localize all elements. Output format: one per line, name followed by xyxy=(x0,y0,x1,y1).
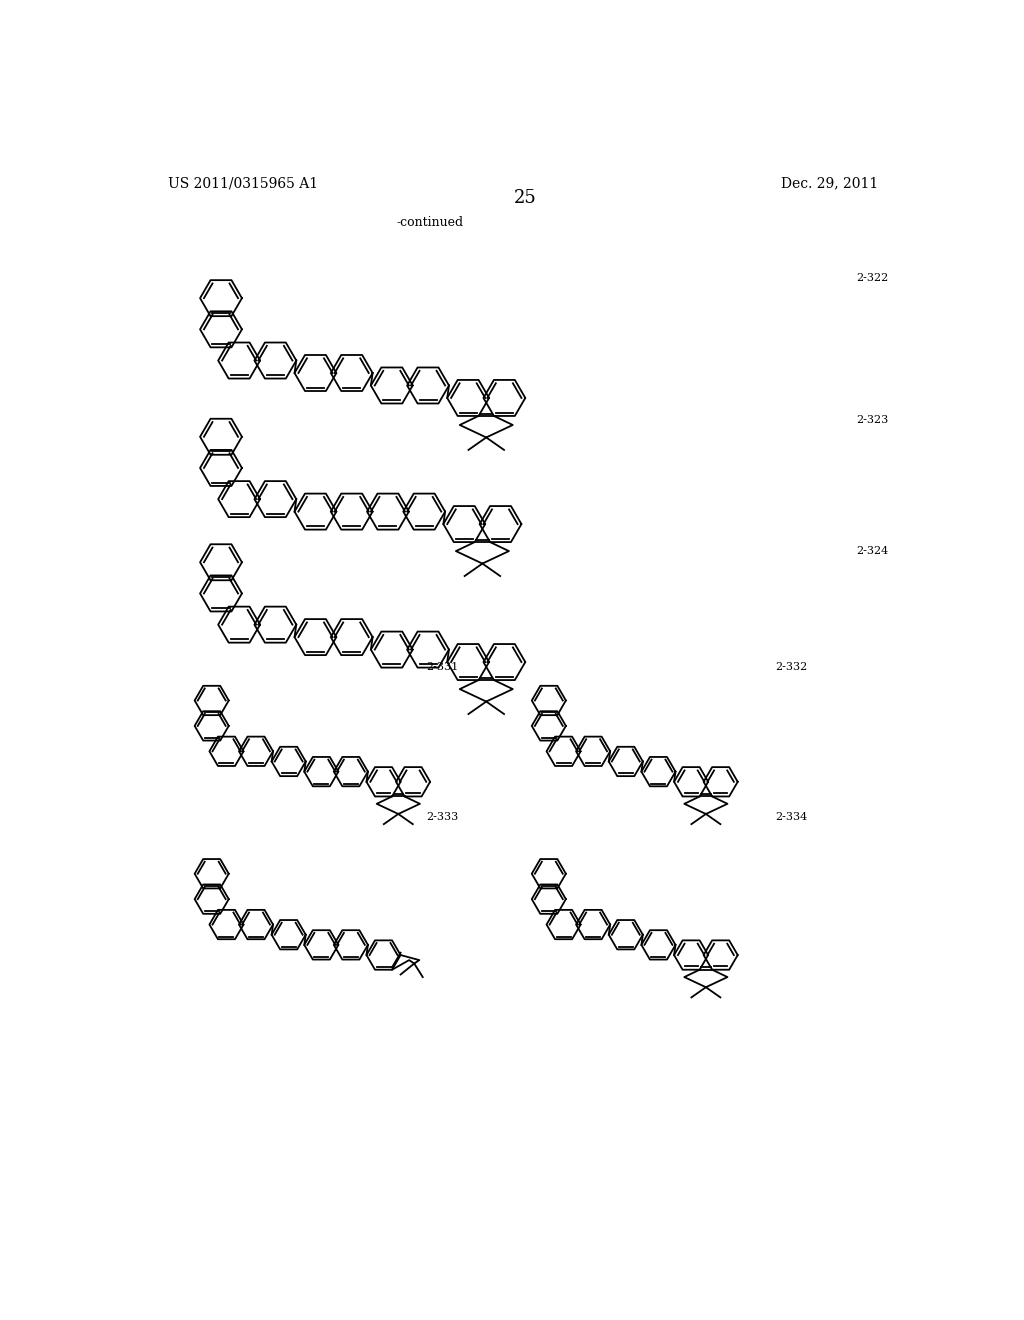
Text: 25: 25 xyxy=(513,190,537,207)
Text: 2-323: 2-323 xyxy=(856,416,889,425)
Text: 2-333: 2-333 xyxy=(426,812,459,822)
Text: -continued: -continued xyxy=(396,215,464,228)
Text: US 2011/0315965 A1: US 2011/0315965 A1 xyxy=(168,176,318,190)
Text: 2-331: 2-331 xyxy=(426,661,459,672)
Text: Dec. 29, 2011: Dec. 29, 2011 xyxy=(781,176,879,190)
Text: 2-334: 2-334 xyxy=(775,812,807,822)
Text: 2-324: 2-324 xyxy=(856,546,889,556)
Text: 2-332: 2-332 xyxy=(775,661,807,672)
Text: 2-322: 2-322 xyxy=(856,273,889,282)
